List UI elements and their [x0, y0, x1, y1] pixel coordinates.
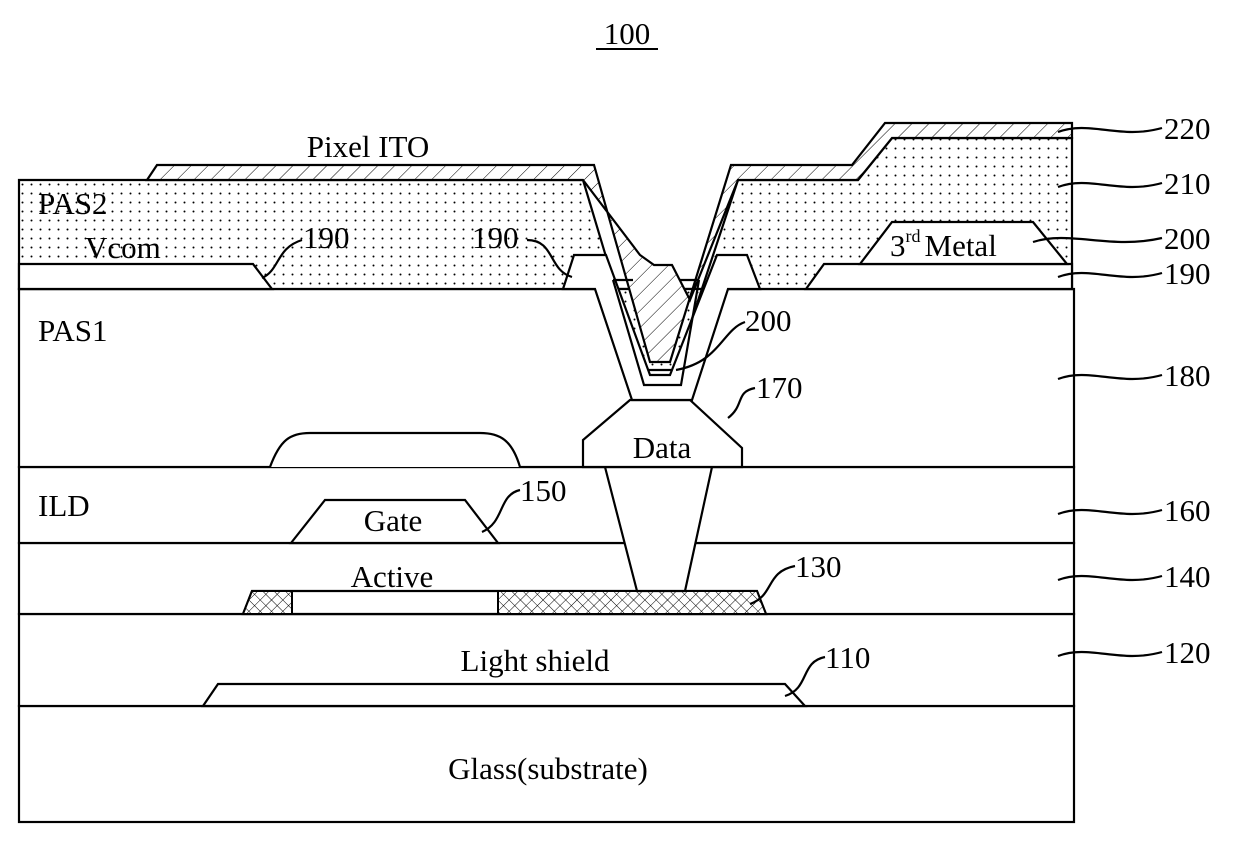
ref-140: 140 — [1058, 559, 1211, 594]
svg-text:190: 190 — [1164, 256, 1211, 291]
label-vcom: Vcom — [85, 230, 161, 265]
svg-text:130: 130 — [795, 549, 842, 584]
svg-text:170: 170 — [756, 370, 803, 405]
ref-160: 160 — [1058, 493, 1211, 528]
label-gate: Gate — [364, 503, 423, 538]
label-data: Data — [633, 430, 692, 465]
ref-210: 210 — [1058, 166, 1211, 201]
ref-120: 120 — [1058, 635, 1211, 670]
label-pixel-ito: Pixel ITO — [307, 129, 430, 164]
layer-190-right — [806, 264, 1072, 289]
label-pas1: PAS1 — [38, 313, 108, 348]
figure-number: 100 — [604, 16, 651, 51]
label-pas2: PAS2 — [38, 186, 108, 221]
svg-text:110: 110 — [825, 640, 870, 675]
svg-text:180: 180 — [1164, 358, 1211, 393]
ref-190-right: 190 — [1058, 256, 1211, 291]
svg-text:150: 150 — [520, 473, 567, 508]
ref-180: 180 — [1058, 358, 1211, 393]
tft-cross-section-diagram: 100 Pixel ITO PAS2 Vcom 3rdMetal PAS1 Da… — [0, 0, 1240, 841]
label-light-shield: Light shield — [461, 643, 610, 678]
svg-text:210: 210 — [1164, 166, 1211, 201]
label-ild: ILD — [38, 488, 90, 523]
svg-text:120: 120 — [1164, 635, 1211, 670]
vcom-layer-190-left — [19, 264, 272, 289]
svg-text:160: 160 — [1164, 493, 1211, 528]
ref-220: 220 — [1058, 111, 1211, 146]
svg-text:190: 190 — [472, 220, 519, 255]
active-doped-right — [498, 591, 766, 614]
pas1-bump — [270, 433, 520, 467]
pas1-layer-180 — [19, 289, 1074, 467]
svg-text:200: 200 — [745, 303, 792, 338]
svg-text:220: 220 — [1164, 111, 1211, 146]
svg-text:190: 190 — [303, 220, 350, 255]
label-glass: Glass(substrate) — [448, 751, 648, 786]
label-active: Active — [351, 559, 434, 594]
svg-text:200: 200 — [1164, 221, 1211, 256]
active-doped-left — [243, 591, 292, 614]
light-shield-110 — [203, 684, 805, 706]
svg-text:140: 140 — [1164, 559, 1211, 594]
